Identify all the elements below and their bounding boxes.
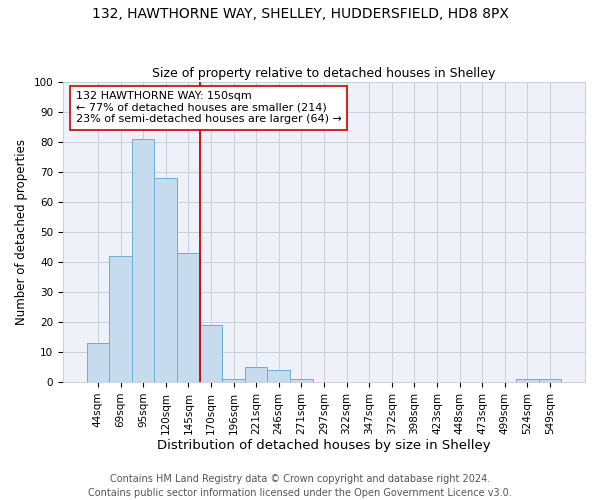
Bar xyxy=(109,256,132,382)
Text: 132, HAWTHORNE WAY, SHELLEY, HUDDERSFIELD, HD8 8PX: 132, HAWTHORNE WAY, SHELLEY, HUDDERSFIEL… xyxy=(92,8,508,22)
Bar xyxy=(245,367,268,382)
Bar xyxy=(200,325,222,382)
Bar xyxy=(132,139,154,382)
Bar xyxy=(86,343,109,382)
Bar xyxy=(290,379,313,382)
Bar xyxy=(154,178,177,382)
Bar xyxy=(222,379,245,382)
Text: 132 HAWTHORNE WAY: 150sqm
← 77% of detached houses are smaller (214)
23% of semi: 132 HAWTHORNE WAY: 150sqm ← 77% of detac… xyxy=(76,91,342,124)
Bar xyxy=(177,253,200,382)
Bar xyxy=(539,379,561,382)
Title: Size of property relative to detached houses in Shelley: Size of property relative to detached ho… xyxy=(152,66,496,80)
Text: Contains HM Land Registry data © Crown copyright and database right 2024.
Contai: Contains HM Land Registry data © Crown c… xyxy=(88,474,512,498)
Bar xyxy=(268,370,290,382)
Bar xyxy=(516,379,539,382)
Y-axis label: Number of detached properties: Number of detached properties xyxy=(15,139,28,325)
X-axis label: Distribution of detached houses by size in Shelley: Distribution of detached houses by size … xyxy=(157,440,491,452)
